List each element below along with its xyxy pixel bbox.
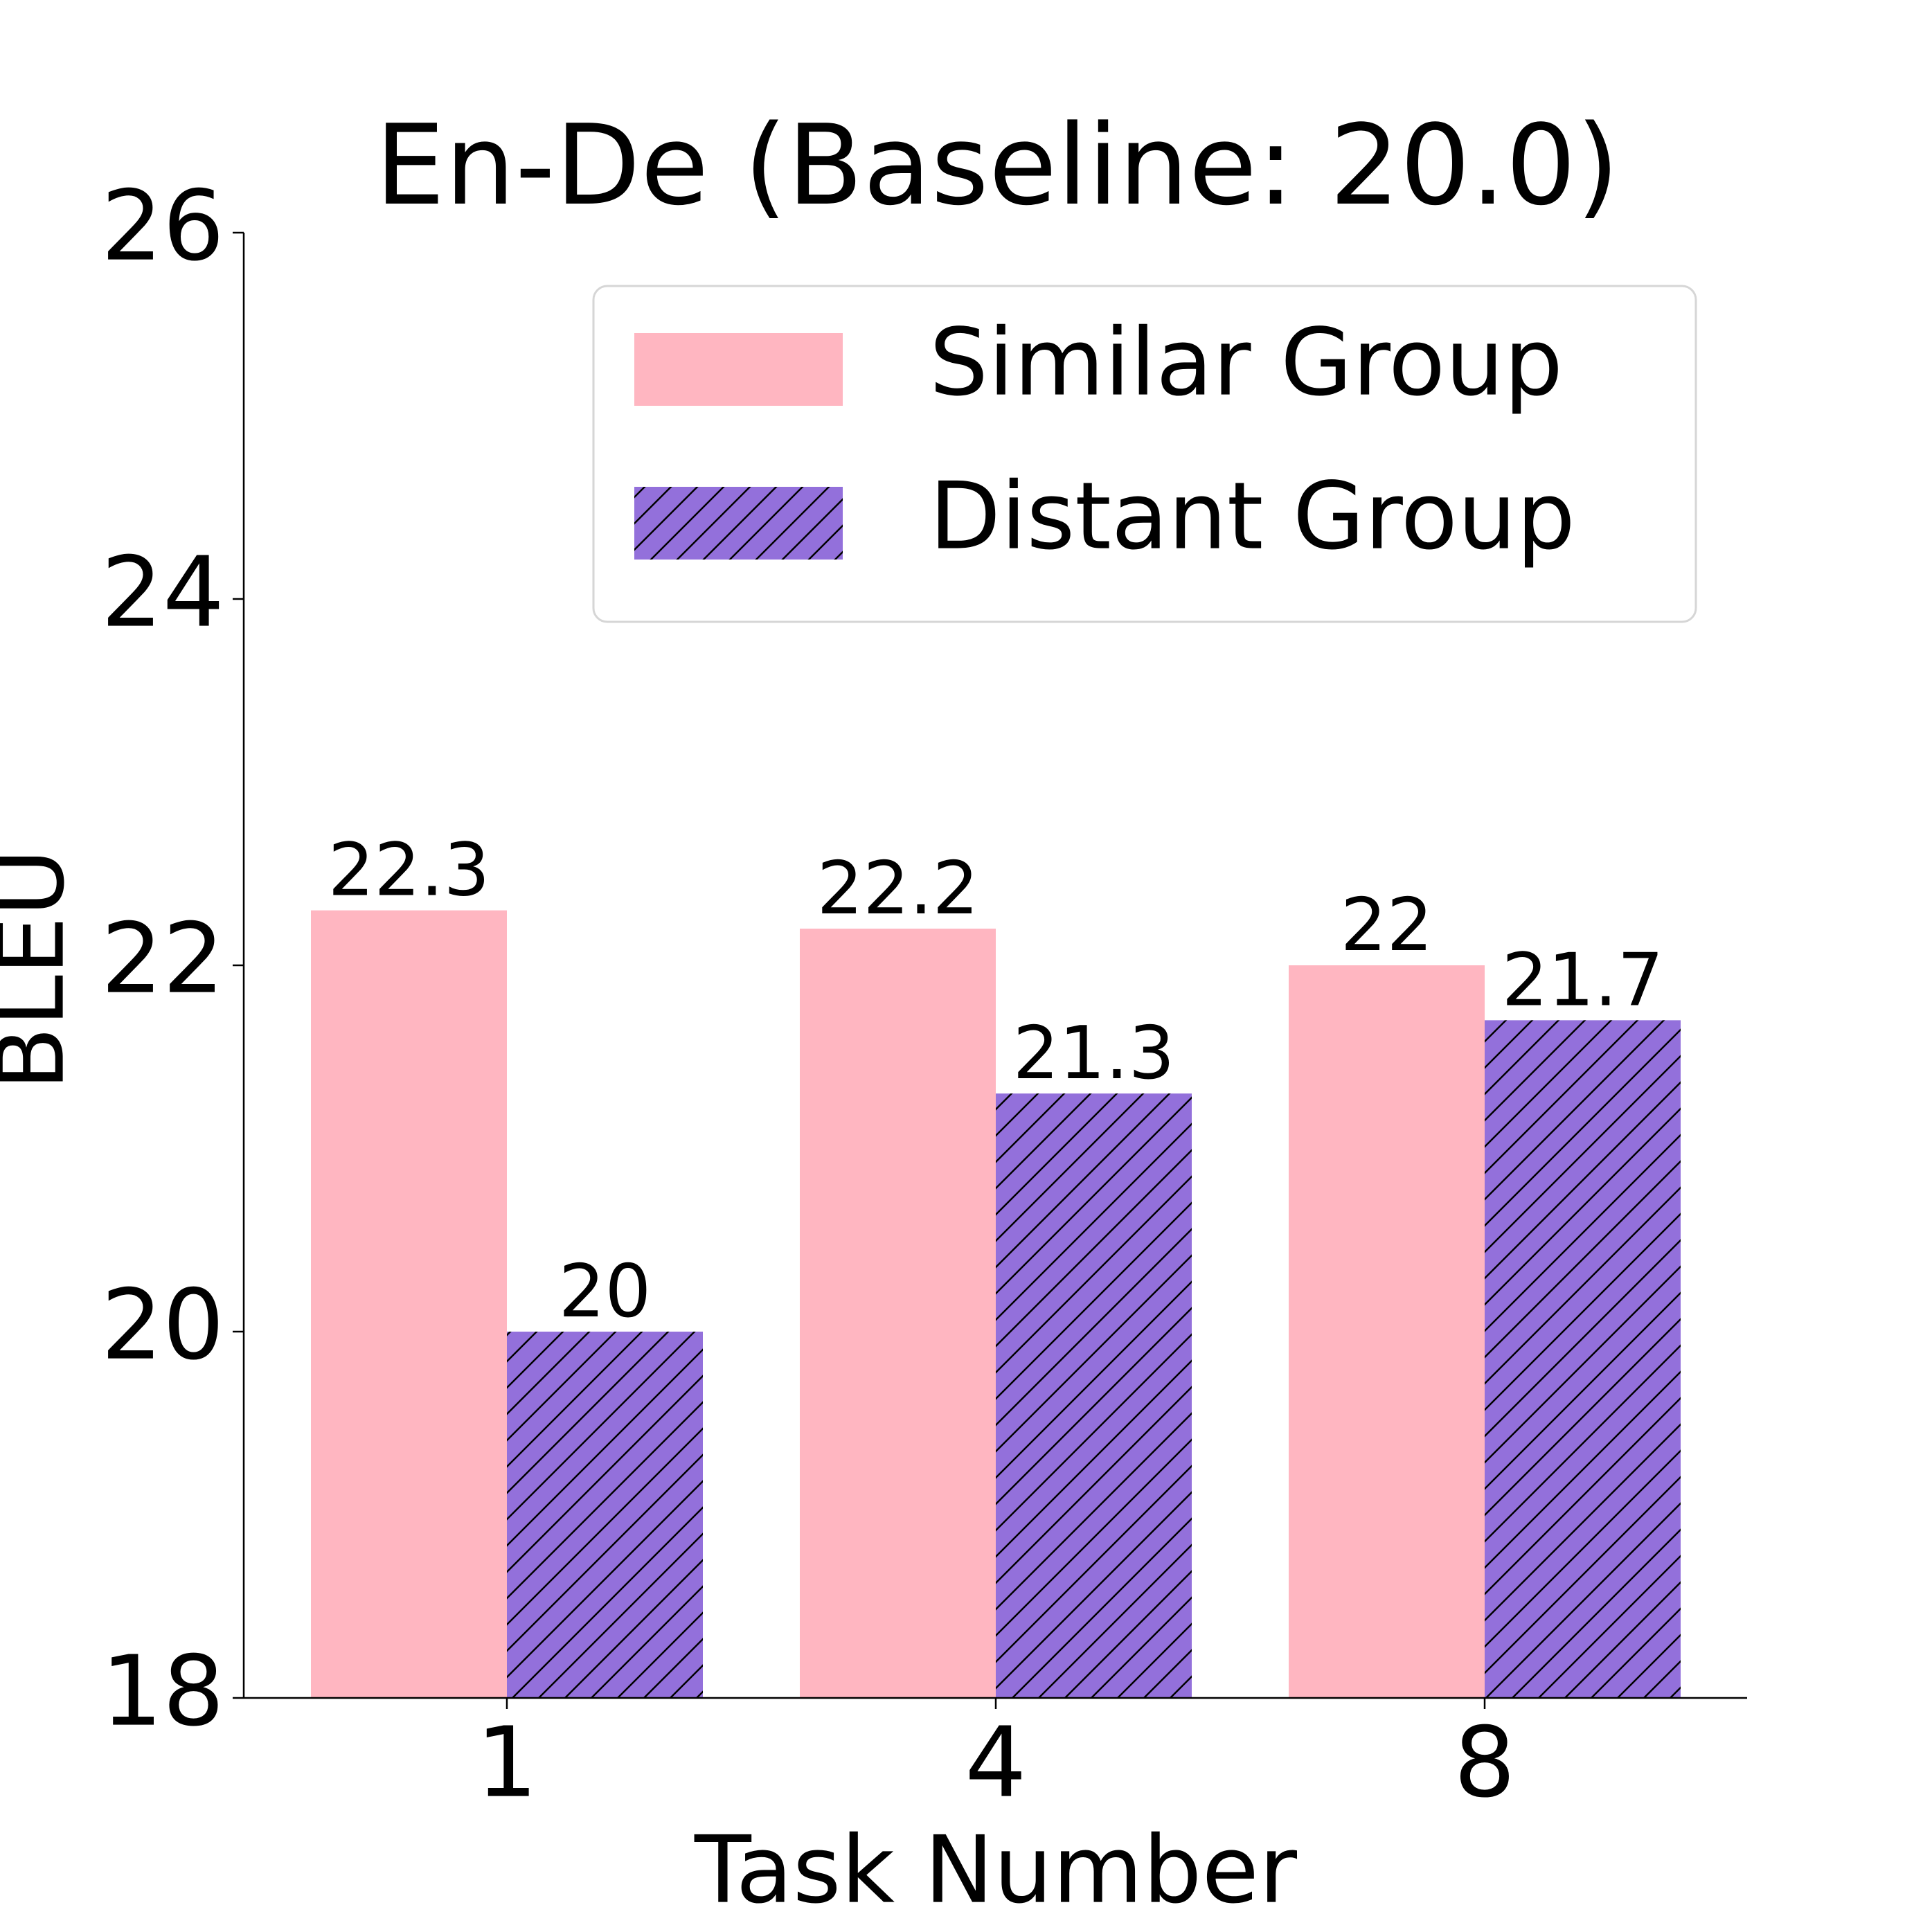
x-tick-label: 8 xyxy=(1454,1707,1515,1820)
bar xyxy=(311,910,507,1698)
y-tick-label: 24 xyxy=(101,537,224,650)
bar-hatch xyxy=(996,1093,1192,1698)
legend-swatch-hatch xyxy=(634,487,843,560)
legend-swatch xyxy=(634,333,843,406)
legend-box xyxy=(592,285,1697,623)
y-tick-label: 18 xyxy=(101,1636,224,1748)
value-label: 21.3 xyxy=(1013,1011,1175,1095)
legend-label: Similar Group xyxy=(929,309,1563,417)
bar xyxy=(800,929,996,1698)
y-tick-label: 20 xyxy=(101,1269,224,1382)
value-label: 21.7 xyxy=(1502,938,1664,1022)
x-axis-label: Task Number xyxy=(694,1816,1298,1924)
value-label: 20 xyxy=(559,1249,652,1334)
y-tick-label: 22 xyxy=(101,903,224,1016)
bar xyxy=(1289,965,1485,1698)
bar-hatch xyxy=(1485,1020,1681,1698)
legend-label: Distant Group xyxy=(929,463,1575,571)
y-axis-label: BLEU xyxy=(0,848,85,1090)
y-tick-label: 26 xyxy=(101,170,224,283)
value-label: 22 xyxy=(1341,883,1433,967)
x-tick-label: 4 xyxy=(965,1707,1026,1820)
value-label: 22.3 xyxy=(328,828,490,913)
x-tick-label: 1 xyxy=(476,1707,537,1820)
value-label: 22.2 xyxy=(817,846,979,931)
chart-title: En-De (Baseline: 20.0) xyxy=(375,100,1620,230)
bar-hatch xyxy=(507,1332,703,1698)
